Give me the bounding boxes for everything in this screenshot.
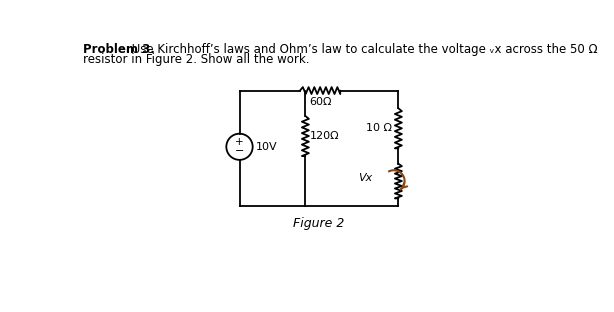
Text: 10V: 10V xyxy=(256,142,278,152)
Text: 10 Ω: 10 Ω xyxy=(366,123,392,133)
Text: Vx: Vx xyxy=(358,173,372,183)
Text: resistor in Figure 2. Show all the work.: resistor in Figure 2. Show all the work. xyxy=(83,53,309,66)
Text: 60Ω: 60Ω xyxy=(309,97,332,107)
Text: Figure 2: Figure 2 xyxy=(293,217,344,230)
Text: 120Ω: 120Ω xyxy=(310,131,340,141)
Text: Problem 3.: Problem 3. xyxy=(83,43,155,56)
Text: Use Kirchhoff’s laws and Ohm’s law to calculate the voltage ᵥx across the 50 Ω: Use Kirchhoff’s laws and Ohm’s law to ca… xyxy=(128,43,597,56)
Text: −: − xyxy=(235,146,244,156)
Text: +: + xyxy=(235,137,244,147)
